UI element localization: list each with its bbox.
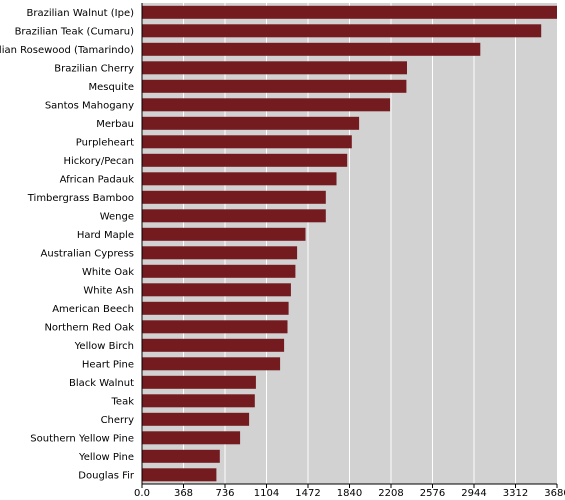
category-label: African Padauk (60, 174, 135, 185)
x-tick-label: 1472 (295, 488, 320, 499)
bar (142, 283, 291, 297)
bar (142, 320, 288, 334)
x-tick-label: 368 (174, 488, 193, 499)
bar (142, 227, 306, 241)
bar (142, 375, 256, 389)
category-label: Santos Mahogany (45, 100, 134, 111)
category-label: Brazilian Rosewood (Tamarindo) (0, 45, 134, 56)
category-label: White Ash (83, 285, 134, 296)
category-label: Brazilian Walnut (Ipe) (26, 8, 134, 19)
category-label: Purpleheart (76, 137, 134, 148)
category-label: Teak (111, 396, 135, 407)
category-label: Douglas Fir (78, 470, 135, 481)
bar (142, 264, 296, 278)
bar (142, 79, 407, 93)
bar (142, 357, 281, 371)
x-tick-label: 2944 (461, 488, 486, 499)
bar (142, 61, 407, 75)
category-label: Northern Red Oak (44, 322, 134, 333)
bar (142, 338, 285, 352)
category-label: Brazilian Teak (Cumaru) (15, 26, 135, 37)
bar (142, 449, 220, 463)
category-label: Heart Pine (82, 359, 134, 370)
x-tick-label: 1104 (254, 488, 279, 499)
category-label: Wenge (100, 211, 134, 222)
category-label: Yellow Pine (78, 452, 134, 463)
bar (142, 431, 241, 445)
bar (142, 209, 326, 223)
x-tick-label: 3680 (544, 488, 565, 499)
bar (142, 24, 542, 38)
bar (142, 153, 348, 167)
bar (142, 116, 360, 130)
bar (142, 135, 352, 149)
bar (142, 468, 217, 482)
bar (142, 394, 255, 408)
x-tick-label: 736 (215, 488, 234, 499)
x-tick-label: 2576 (420, 488, 445, 499)
category-label: Southern Yellow Pine (30, 433, 134, 444)
category-label: Brazilian Cherry (54, 63, 134, 74)
category-label: American Beech (52, 304, 134, 315)
bar (142, 172, 337, 186)
x-tick-label: 3312 (503, 488, 528, 499)
category-label: Hard Maple (77, 230, 134, 241)
category-label: Hickory/Pecan (63, 156, 134, 167)
bar (142, 5, 557, 19)
category-label: White Oak (82, 267, 134, 278)
category-label: Merbau (96, 119, 134, 130)
category-label: Black Walnut (69, 378, 134, 389)
category-labels: Brazilian Walnut (Ipe) Brazilian Teak (Cu… (0, 8, 135, 481)
category-label: Mesquite (88, 82, 134, 93)
category-label: Timbergrass Bamboo (27, 193, 134, 204)
bar (142, 42, 481, 56)
category-label: Cherry (101, 415, 135, 426)
category-label: Yellow Birch (74, 341, 134, 352)
x-tick-label: 2208 (378, 488, 403, 499)
bar (142, 190, 326, 204)
x-tick-label: 0.0 (134, 488, 150, 499)
bars (142, 5, 557, 482)
bar (142, 98, 391, 112)
bar (142, 246, 298, 260)
category-label: Australian Cypress (41, 248, 134, 259)
x-tick-label: 1840 (337, 488, 362, 499)
bar (142, 412, 250, 426)
bar (142, 301, 289, 315)
x-tick-labels: 0.0 368 736 1104 1472 1840 2208 2576 2944 3312 368… (134, 484, 565, 499)
